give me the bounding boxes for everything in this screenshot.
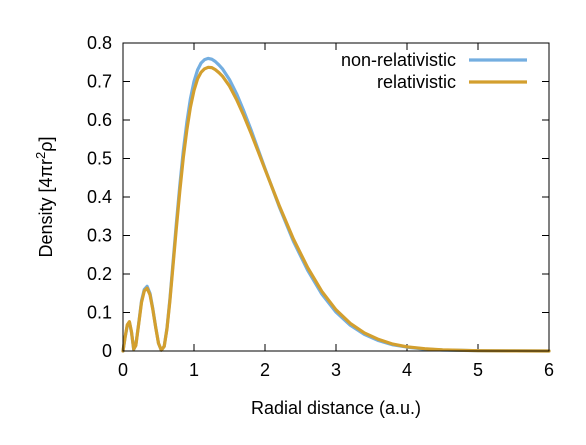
series-line-0	[121, 56, 551, 353]
y-tick-label: 0	[102, 341, 112, 361]
y-axis-label: Density [4πr2ρ]	[33, 137, 56, 258]
x-tick-label: 3	[331, 360, 341, 380]
x-tick-label: 0	[118, 360, 128, 380]
legend-label-0: non-relativistic	[341, 50, 456, 70]
series-line-1	[121, 65, 551, 353]
x-tick-label: 2	[260, 360, 270, 380]
y-tick-label: 0.8	[87, 33, 112, 53]
x-tick-label: 5	[473, 360, 483, 380]
y-tick-label: 0.6	[87, 110, 112, 130]
x-axis-ticks: 0 1 2 3 4 5 6	[118, 43, 554, 380]
y-tick-label: 0.7	[87, 72, 112, 92]
y-tick-label: 0.4	[87, 187, 112, 207]
series-layer	[121, 56, 551, 353]
x-tick-label: 4	[402, 360, 412, 380]
plot-frame	[122, 42, 550, 352]
y-tick-label: 0.3	[87, 226, 112, 246]
y-axis-ticks: 0 0.1 0.2 0.3 0.4 0.5 0.6 0.7 0.8	[87, 33, 549, 361]
y-tick-label: 0.5	[87, 149, 112, 169]
y-tick-label: 0.1	[87, 303, 112, 323]
x-tick-label: 6	[544, 360, 554, 380]
legend-label-1: relativistic	[377, 72, 456, 92]
x-tick-label: 1	[189, 360, 199, 380]
x-axis-label: Radial distance (a.u.)	[251, 398, 421, 418]
y-tick-label: 0.2	[87, 264, 112, 284]
